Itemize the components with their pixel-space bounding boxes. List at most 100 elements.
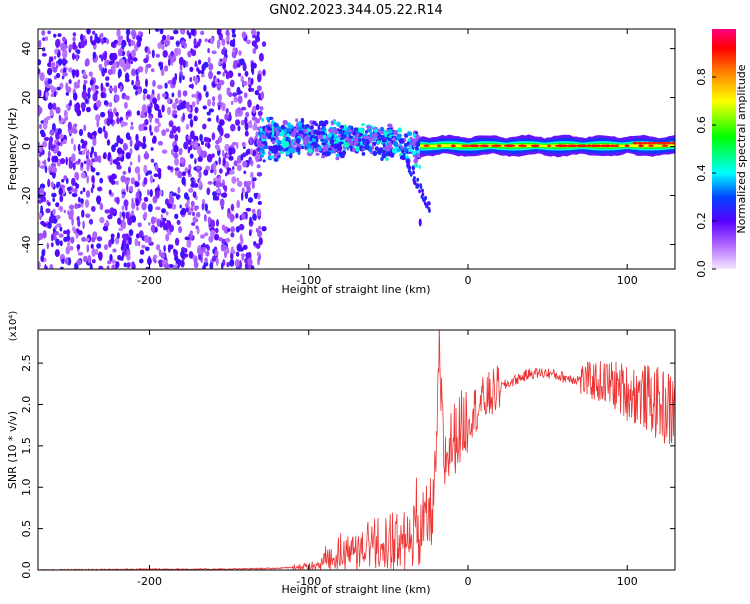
spectrogram-cell-373 <box>111 259 117 264</box>
spectrogram-x-tick-label-3: 100 <box>617 274 638 287</box>
spectrogram-cell-1149 <box>214 77 218 85</box>
spectrogram-cell-364 <box>149 115 153 123</box>
spectrogram-cell-2175 <box>353 137 358 141</box>
spectrogram-cell-616 <box>77 251 84 256</box>
spectrogram-cell-849 <box>259 106 264 111</box>
spectrogram-cell-1158 <box>136 233 140 239</box>
spectrogram-cell-2056 <box>386 134 390 140</box>
spectrogram-cell-1241 <box>158 249 162 257</box>
spectrogram-cell-955 <box>136 39 142 48</box>
spectrogram-cell-1383 <box>257 230 263 238</box>
snr-x-tick-label-2: 0 <box>464 575 471 588</box>
spectrogram-cell-1284 <box>231 29 236 35</box>
spectrogram-cell-730 <box>255 131 259 138</box>
spectrogram-cell-2278 <box>609 144 616 147</box>
spectrogram-cell-1107 <box>248 87 253 92</box>
spectrogram-cell-1473 <box>48 215 55 224</box>
spectrogram-cell-667 <box>252 150 257 157</box>
spectrogram-cell-2286 <box>666 141 672 145</box>
spectrogram-cell-1467 <box>42 122 48 130</box>
spectrogram-cell-1949 <box>333 121 337 125</box>
spectrogram-cell-430 <box>230 232 235 238</box>
spectrogram-cell-988 <box>62 58 67 64</box>
spectrogram-cell-2233 <box>423 196 427 201</box>
spectrogram-cell-1438 <box>236 243 242 252</box>
spectrogram-cell-1960 <box>265 116 269 120</box>
spectrogram-cell-617 <box>156 218 161 227</box>
spectrogram-cell-1072 <box>201 150 208 158</box>
spectrogram-cell-1279 <box>82 70 87 77</box>
spectrogram-cell-1249 <box>72 129 78 134</box>
spectrogram-cell-790 <box>235 109 238 118</box>
spectrogram-cell-1425 <box>76 259 82 266</box>
figure-title: GN02.2023.344.05.22.R14 <box>269 3 443 18</box>
spectrogram-cell-777 <box>44 165 48 174</box>
spectrogram-cell-1415 <box>160 214 164 223</box>
spectrogram-cell-902 <box>63 117 67 123</box>
spectrogram-cell-1292 <box>212 96 216 102</box>
spectrogram-cell-1429 <box>122 143 128 151</box>
snr-ticks: -200 -100 0 100 0.0 0.5 1.0 1.5 2.0 2.5 <box>20 330 675 588</box>
spectrogram-cell-1083 <box>228 91 233 98</box>
spectrogram-cell-920 <box>50 242 54 248</box>
spectrogram-cell-1476 <box>210 219 216 228</box>
spectrogram-cell-1134 <box>133 31 137 37</box>
spectrogram-y-tick-label-2: 0 <box>20 143 33 150</box>
spectrogram-cell-1403 <box>250 148 253 156</box>
spectrogram-cell-113 <box>202 123 207 130</box>
spectrogram-cell-327 <box>38 233 41 242</box>
spectrogram-cell-2157 <box>385 147 391 152</box>
spectrogram-cell-1270 <box>101 72 105 77</box>
spectrogram-cell-1397 <box>215 180 221 188</box>
spectrogram-cell-1408 <box>131 215 137 223</box>
spectrogram-cell-2112 <box>265 133 272 137</box>
spectrogram-cell-229 <box>194 106 199 114</box>
spectrogram-cell-41 <box>81 236 87 242</box>
spectrogram-cell-1775 <box>413 158 419 164</box>
spectrogram-cell-269 <box>204 38 208 43</box>
spectrogram-cell-2087 <box>403 143 408 147</box>
spectrogram-cell-54 <box>257 110 263 117</box>
spectrogram-cell-1037 <box>241 141 246 147</box>
spectrogram-cell-580 <box>155 29 160 32</box>
spectrogram-cell-1491 <box>53 91 57 98</box>
spectrogram-cell-495 <box>181 176 186 186</box>
spectrogram-cell-622 <box>80 138 85 144</box>
spectrogram-cell-582 <box>86 29 91 35</box>
spectrogram-cell-1254 <box>65 86 72 93</box>
spectrogram-cell-524 <box>72 36 76 42</box>
spectrogram-cell-795 <box>258 52 264 62</box>
spectrogram-cell-1466 <box>152 195 158 204</box>
spectrogram-cell-1385 <box>227 228 231 232</box>
spectrogram-cell-945 <box>105 220 109 226</box>
spectrogram-cell-1441 <box>137 222 142 228</box>
spectrogram-cell-2232 <box>421 192 425 197</box>
spectrogram-cell-967 <box>157 140 164 146</box>
spectrogram-cell-1027 <box>240 106 247 111</box>
spectrogram-cell-710 <box>125 177 131 181</box>
spectrogram-cell-910 <box>178 148 183 156</box>
spectrogram-cell-1434 <box>257 73 262 83</box>
spectrogram-cell-995 <box>38 212 43 217</box>
spectrogram-cell-1277 <box>84 98 89 104</box>
spectrogram-cell-1152 <box>130 125 134 130</box>
spectrogram-cell-1399 <box>229 170 235 175</box>
spectrogram-cell-195 <box>109 253 113 263</box>
spectrogram-cell-2150 <box>374 128 379 134</box>
spectrogram-cell-1331 <box>180 40 186 46</box>
spectrogram-y-tick-label-4: 40 <box>20 42 33 56</box>
spectrogram-cell-1480 <box>130 177 136 185</box>
spectrogram-cell-2108 <box>310 135 316 139</box>
spectrogram-cell-697 <box>76 172 79 181</box>
spectrogram-cell-1252 <box>131 79 134 86</box>
spectrogram-cell-2285 <box>661 141 667 145</box>
spectrogram-cell-2065 <box>383 129 387 136</box>
spectrogram-cell-138 <box>83 124 87 132</box>
snr-x-tick-label-0: -200 <box>137 575 162 588</box>
spectrogram-cell-1410 <box>76 203 80 209</box>
spectrogram-cell-1363 <box>47 221 52 229</box>
spectrogram-cell-831 <box>176 219 181 226</box>
spectrogram-cell-797 <box>53 33 57 38</box>
spectrogram-cell-427 <box>256 85 262 92</box>
